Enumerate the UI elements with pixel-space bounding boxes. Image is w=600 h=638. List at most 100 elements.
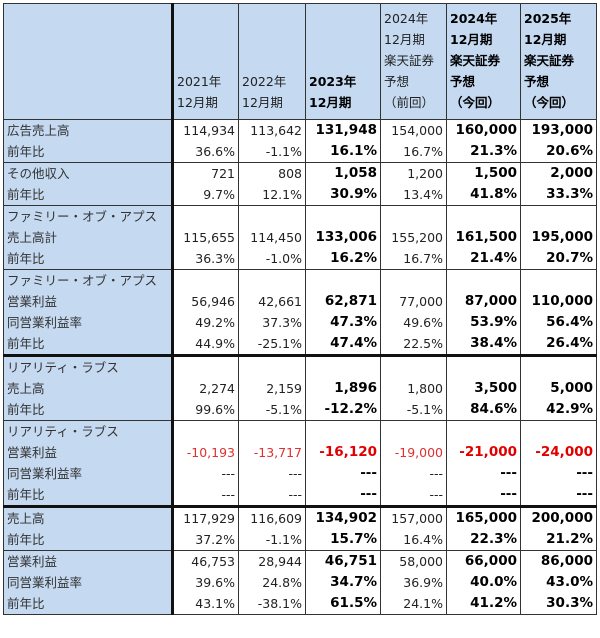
value-cell: 43.1% (172, 593, 239, 615)
value-cell: 58,000 (380, 550, 447, 572)
value-cell: 61.5% (305, 593, 381, 615)
value-cell: 22.3% (446, 529, 521, 551)
table-row: ファミリー・オブ・アプス (3, 205, 597, 227)
table-row: 同営業利益率 --- --- --- --- --- --- (3, 463, 597, 484)
value-cell: 808 (238, 162, 306, 184)
column-header: 2023年 12月期 (305, 3, 381, 120)
value-cell: 40.0% (446, 572, 521, 593)
value-cell: 114,450 (238, 227, 306, 248)
value-cell: 16.2% (305, 248, 381, 270)
value-cell: 43.0% (520, 572, 597, 593)
value-cell: 87,000 (446, 291, 521, 312)
value-cell: --- (520, 463, 597, 484)
value-cell: --- (305, 484, 381, 507)
table-row: 広告売上高 114,934 113,642 131,948 154,000 160,000… (3, 119, 597, 141)
row-label: 前年比 (3, 529, 174, 551)
value-cell: 3,500 (446, 378, 521, 399)
row-label: 売上高計 (3, 227, 174, 248)
value-cell: --- (446, 463, 521, 484)
header-corner (3, 3, 174, 120)
column-header: 2024年 12月期 楽天証券 予想 （今回） (446, 3, 521, 120)
value-cell: 38.4% (446, 333, 521, 356)
value-cell: 16.7% (380, 141, 447, 163)
value-cell: 16.1% (305, 141, 381, 163)
row-label: 営業利益 (3, 442, 174, 463)
value-cell (305, 205, 381, 227)
value-cell: 195,000 (520, 227, 597, 248)
value-cell: 1,058 (305, 162, 381, 184)
table-row: 前年比 44.9% -25.1% 47.4% 22.5% 38.4% 26.4% (3, 333, 597, 356)
column-header: 2025年 12月期 楽天証券 予想 （今回） (520, 3, 597, 120)
table-row: 前年比 36.6% -1.1% 16.1% 16.7% 21.3% 20.6% (3, 141, 597, 163)
row-label: リアリティ・ラブス (3, 354, 174, 378)
value-cell: 56.4% (520, 312, 597, 333)
value-cell: 21.2% (520, 529, 597, 551)
value-cell: 1,800 (380, 378, 447, 399)
value-cell: 41.8% (446, 184, 521, 206)
value-cell: 28,944 (238, 550, 306, 572)
table-row: リアリティ・ラブス (3, 420, 597, 442)
value-cell: 84.6% (446, 399, 521, 421)
header-row: 2021年 12月期 2022年 12月期 2023年 12月期 2024年 12月期… (3, 3, 597, 120)
value-cell (446, 420, 521, 442)
row-label: 同営業利益率 (3, 312, 174, 333)
value-cell: 134,902 (305, 505, 381, 529)
value-cell: 15.7% (305, 529, 381, 551)
value-cell (238, 354, 306, 378)
value-cell: 12.1% (238, 184, 306, 206)
column-header: 2021年 12月期 (172, 3, 239, 120)
value-cell (305, 354, 381, 378)
value-cell: --- (238, 484, 306, 507)
value-cell (172, 354, 239, 378)
value-cell (238, 205, 306, 227)
value-cell: 24.1% (380, 593, 447, 615)
column-header: 2022年 12月期 (238, 3, 306, 120)
value-cell: --- (172, 463, 239, 484)
value-cell: 26.4% (520, 333, 597, 356)
value-cell: 36.9% (380, 572, 447, 593)
value-cell: -10,193 (172, 442, 239, 463)
value-cell: 161,500 (446, 227, 521, 248)
value-cell: 30.3% (520, 593, 597, 615)
value-cell (446, 354, 521, 378)
value-cell: -38.1% (238, 593, 306, 615)
value-cell: -5.1% (380, 399, 447, 421)
value-cell: -21,000 (446, 442, 521, 463)
value-cell: 49.2% (172, 312, 239, 333)
value-cell: --- (380, 463, 447, 484)
table-row: 営業利益 56,946 42,661 62,871 77,000 87,000 110,00… (3, 291, 597, 312)
value-cell (305, 269, 381, 291)
row-label: 営業利益 (3, 291, 174, 312)
value-cell: 21.3% (446, 141, 521, 163)
value-cell (172, 420, 239, 442)
value-cell: -12.2% (305, 399, 381, 421)
value-cell: -1.1% (238, 529, 306, 551)
value-cell: 56,946 (172, 291, 239, 312)
value-cell: 115,655 (172, 227, 239, 248)
row-label: 前年比 (3, 184, 174, 206)
value-cell: 22.5% (380, 333, 447, 356)
value-cell: 2,000 (520, 162, 597, 184)
value-cell: --- (172, 484, 239, 507)
value-cell: 1,200 (380, 162, 447, 184)
value-cell: 20.6% (520, 141, 597, 163)
value-cell: 5,000 (520, 378, 597, 399)
value-cell: 20.7% (520, 248, 597, 270)
value-cell: --- (305, 463, 381, 484)
row-label: 同営業利益率 (3, 463, 174, 484)
value-cell: 2,274 (172, 378, 239, 399)
value-cell: 721 (172, 162, 239, 184)
table-row: 前年比 9.7% 12.1% 30.9% 13.4% 41.8% 33.3% (3, 184, 597, 206)
value-cell: 46,753 (172, 550, 239, 572)
value-cell: 133,006 (305, 227, 381, 248)
row-label: 営業利益 (3, 550, 174, 572)
value-cell: 99.6% (172, 399, 239, 421)
value-cell: 131,948 (305, 119, 381, 141)
table-row: 前年比 37.2% -1.1% 15.7% 16.4% 22.3% 21.2% (3, 529, 597, 551)
value-cell: 36.6% (172, 141, 239, 163)
table-row: 前年比 43.1% -38.1% 61.5% 24.1% 41.2% 30.3% (3, 593, 597, 615)
row-label: 前年比 (3, 248, 174, 270)
value-cell (380, 420, 447, 442)
value-cell: -5.1% (238, 399, 306, 421)
value-cell: 24.8% (238, 572, 306, 593)
